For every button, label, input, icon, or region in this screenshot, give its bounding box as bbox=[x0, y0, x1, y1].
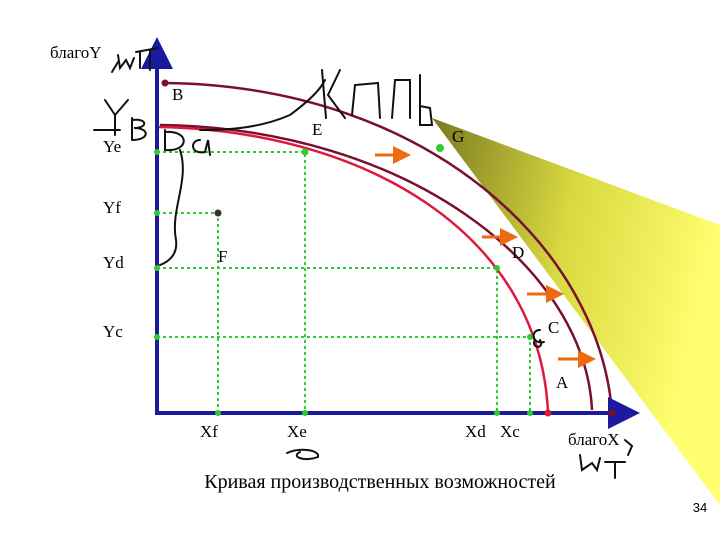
point-label: D bbox=[512, 243, 524, 262]
point-b bbox=[161, 79, 169, 87]
y-label: Yc bbox=[103, 322, 123, 341]
shift-arrows bbox=[375, 146, 596, 368]
point-label: A bbox=[556, 373, 569, 392]
caption: Кривая производственных возможностей bbox=[204, 471, 556, 493]
handwriting bbox=[93, 47, 634, 479]
x-label: Xd bbox=[465, 422, 486, 441]
point-a bbox=[544, 409, 552, 417]
guide-e bbox=[157, 151, 306, 413]
x-axis-label: благоX bbox=[568, 430, 620, 449]
decor-triangle bbox=[432, 118, 720, 505]
x-label: Xe bbox=[287, 422, 307, 441]
guide-c bbox=[157, 336, 531, 413]
y-axis-label: благоY bbox=[50, 43, 102, 62]
point-outer bbox=[608, 409, 616, 417]
point-label: C bbox=[548, 318, 559, 337]
page-number: 34 bbox=[693, 500, 707, 515]
point-f bbox=[214, 209, 222, 217]
point-label: E bbox=[312, 120, 322, 139]
curve-outer bbox=[164, 81, 614, 414]
y-label: Yf bbox=[103, 198, 121, 217]
point-label: F bbox=[218, 247, 227, 266]
y-label: Yd bbox=[103, 253, 124, 272]
x-label: Xc bbox=[500, 422, 520, 441]
curve-middle bbox=[159, 123, 594, 411]
point-label: B bbox=[172, 85, 183, 104]
points bbox=[154, 144, 533, 416]
guide-d bbox=[157, 267, 498, 413]
y-label: Ye bbox=[103, 137, 121, 156]
x-label: Xf bbox=[200, 422, 218, 441]
point-label: G bbox=[452, 127, 464, 146]
guide-f bbox=[157, 212, 219, 413]
